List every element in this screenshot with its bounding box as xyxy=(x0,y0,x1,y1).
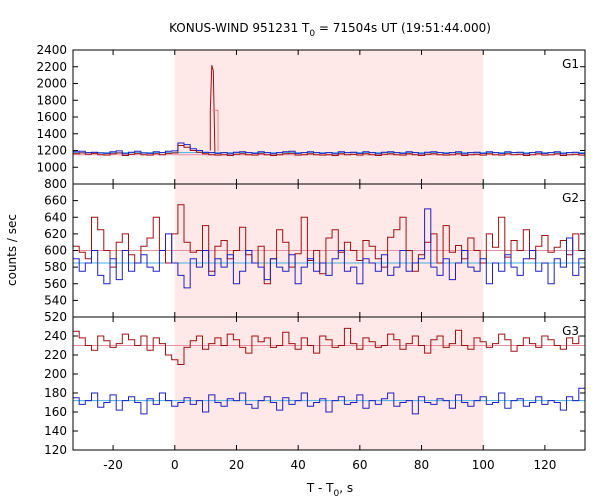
x-tick-label: -20 xyxy=(103,458,123,472)
series-line-G1-blue xyxy=(73,142,585,155)
series-line-G3-blue xyxy=(73,387,585,415)
series-line-G2-red xyxy=(73,204,585,285)
y-tick-label: 620 xyxy=(44,227,67,241)
y-tick-label: 2000 xyxy=(36,77,67,91)
y-tick-label: 540 xyxy=(44,293,67,307)
series-layer xyxy=(73,64,585,415)
y-tick-label: 140 xyxy=(44,424,67,438)
y-tick-label: 1400 xyxy=(36,127,67,141)
x-tick-label: 0 xyxy=(171,458,179,472)
y-tick-label: 200 xyxy=(44,367,67,381)
y-tick-label: 220 xyxy=(44,348,67,362)
x-axis-title: T - T0, s xyxy=(306,481,353,499)
chart-title-rest: = 71504s UT (19:51:44.000) xyxy=(315,21,491,35)
y-tick-label: 1000 xyxy=(36,160,67,174)
y-tick-label: 800 xyxy=(44,177,67,191)
y-tick-label: 640 xyxy=(44,210,67,224)
panel-label-G3: G3 xyxy=(562,324,579,338)
chart-title-main: KONUS-WIND 951231 T xyxy=(169,21,310,35)
y-tick-label: 2400 xyxy=(36,43,67,57)
panel-label-G2: G2 xyxy=(562,191,579,205)
y-tick-label: 600 xyxy=(44,244,67,258)
x-tick-label: 60 xyxy=(352,458,367,472)
burst-spike-outline-G1 xyxy=(212,109,219,152)
y-tick-label: 520 xyxy=(44,310,67,324)
series-line-G2-blue xyxy=(73,208,585,289)
x-axis-title-main: T - T xyxy=(306,481,334,495)
series-line-G1-red xyxy=(73,145,585,156)
y-tick-label: 1200 xyxy=(36,144,67,158)
y-tick-label: 580 xyxy=(44,260,67,274)
y-tick-label: 2200 xyxy=(36,60,67,74)
x-tick-label: 40 xyxy=(291,458,306,472)
x-tick-label: 20 xyxy=(229,458,244,472)
y-tick-label: 660 xyxy=(44,194,67,208)
panel-frame-G3 xyxy=(72,316,586,451)
y-tick-label: 1800 xyxy=(36,93,67,107)
panel-label-G1: G1 xyxy=(562,57,579,71)
y-axis-title: counts / sec xyxy=(5,214,19,286)
burst-spike-G1 xyxy=(209,64,216,153)
chart-title: KONUS-WIND 951231 T0 = 71504s UT (19:51:… xyxy=(169,21,491,39)
x-tick-label: 80 xyxy=(414,458,429,472)
y-tick-label: 120 xyxy=(44,443,67,457)
x-axis-title-subscript: 0 xyxy=(334,489,340,499)
series-line-G3-red xyxy=(73,327,585,365)
x-tick-label: 100 xyxy=(472,458,495,472)
label-layer: 80010001200140016001800200022002400G1520… xyxy=(36,43,579,472)
y-tick-label: 240 xyxy=(44,329,67,343)
tick-layer xyxy=(73,49,585,451)
chart-title-subscript: 0 xyxy=(309,29,315,39)
y-tick-label: 560 xyxy=(44,277,67,291)
x-axis-title-rest: , s xyxy=(339,481,353,495)
y-tick-label: 160 xyxy=(44,405,67,419)
y-tick-label: 180 xyxy=(44,386,67,400)
y-tick-label: 1600 xyxy=(36,110,67,124)
x-tick-label: 120 xyxy=(533,458,556,472)
